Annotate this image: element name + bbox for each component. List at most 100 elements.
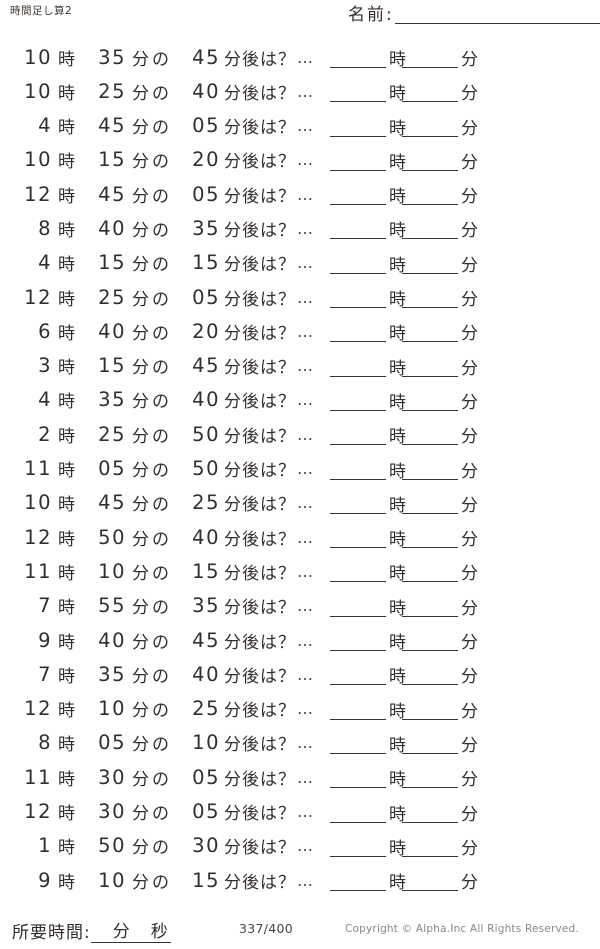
problem-particle: の [152, 872, 169, 893]
problem-hour-value: 4 [38, 388, 52, 412]
answer-minute-unit: 分 [461, 530, 478, 551]
problem-question-tail: 分後は？ [224, 289, 296, 310]
problem-add-value: 40 [192, 388, 220, 412]
answer-minute-blank[interactable] [402, 855, 458, 857]
problem-row: 2 時 25 分の 50 分後は？… 時分 [0, 421, 600, 455]
answer-hour-blank[interactable] [330, 855, 386, 857]
answer-minute-blank[interactable] [402, 512, 458, 514]
answer-hour-blank[interactable] [330, 101, 386, 103]
answer-hour-blank[interactable] [330, 238, 386, 240]
answer-minute-blank[interactable] [402, 821, 458, 823]
answer-hour-blank[interactable] [330, 135, 386, 137]
answer-hour-blank[interactable] [330, 650, 386, 652]
answer-minute-blank[interactable] [402, 169, 458, 171]
time-taken-minute-unit: 分 [112, 922, 131, 942]
problem-hour-unit: 時 [58, 598, 75, 619]
problem-hour-value: 8 [38, 731, 52, 755]
answer-hour-blank[interactable] [330, 718, 386, 720]
problem-question-tail: 分後は？ [224, 392, 296, 413]
answer-minute-blank[interactable] [402, 684, 458, 686]
problem-particle: の [152, 461, 169, 482]
answer-minute-blank[interactable] [402, 272, 458, 274]
answer-hour-blank[interactable] [330, 444, 386, 446]
problem-add-value: 40 [192, 79, 220, 103]
answer-minute-blank[interactable] [402, 718, 458, 720]
answer-minute-blank[interactable] [402, 478, 458, 480]
answer-hour-blank[interactable] [330, 67, 386, 68]
answer-minute-blank[interactable] [402, 409, 458, 411]
problem-question-tail: 分後は？ [224, 186, 296, 207]
problem-add-value: 40 [192, 525, 220, 549]
answer-minute-unit: 分 [461, 152, 478, 173]
problem-dots: … [297, 767, 313, 787]
answer-hour-blank[interactable] [330, 409, 386, 411]
problem-hour-unit: 時 [58, 666, 75, 687]
problem-dots: … [297, 253, 313, 273]
answer-hour-blank[interactable] [330, 512, 386, 514]
answer-hour-blank[interactable] [330, 787, 386, 789]
answer-minute-unit: 分 [461, 701, 478, 722]
problem-row: 9 時 10 分の 15 分後は？… 時分 [0, 867, 600, 901]
problem-particle: の [152, 838, 169, 859]
answer-hour-blank[interactable] [330, 821, 386, 823]
answer-hour-blank[interactable] [330, 581, 386, 583]
answer-minute-blank[interactable] [402, 307, 458, 309]
time-taken-minute-blank[interactable]: 分秒 [90, 917, 171, 943]
problem-add-value: 15 [192, 251, 220, 275]
answer-hour-blank[interactable] [330, 169, 386, 171]
problem-add-value: 45 [192, 354, 220, 378]
problem-add-value: 30 [192, 834, 220, 858]
problem-dots: … [297, 493, 313, 513]
answer-minute-blank[interactable] [402, 135, 458, 137]
answer-hour-unit: 時 [389, 358, 406, 379]
answer-hour-unit: 時 [389, 152, 406, 173]
answer-minute-blank[interactable] [402, 341, 458, 343]
answer-hour-blank[interactable] [330, 204, 386, 206]
problem-hour-value: 12 [24, 697, 52, 721]
answer-minute-blank[interactable] [402, 752, 458, 754]
problem-dots: … [297, 81, 313, 101]
problem-hour-unit: 時 [58, 735, 75, 756]
name-field[interactable]: 名前: [348, 6, 600, 24]
answer-minute-unit: 分 [461, 461, 478, 482]
problem-minute-value: 35 [98, 388, 126, 412]
answer-hour-blank[interactable] [330, 890, 386, 892]
answer-hour-unit: 時 [389, 873, 406, 894]
answer-minute-blank[interactable] [402, 650, 458, 652]
answer-minute-blank[interactable] [402, 444, 458, 446]
time-taken-field[interactable]: 所要時間: 分秒 [12, 917, 171, 943]
answer-hour-blank[interactable] [330, 547, 386, 549]
problem-minute-unit: 分 [132, 118, 149, 139]
answer-hour-unit: 時 [389, 50, 406, 70]
answer-hour-blank[interactable] [330, 307, 386, 309]
name-input-blank[interactable] [394, 6, 600, 24]
problem-minute-unit: 分 [132, 186, 149, 207]
answer-hour-blank[interactable] [330, 478, 386, 480]
problem-question-tail: 分後は？ [224, 632, 296, 653]
answer-hour-blank[interactable] [330, 341, 386, 343]
problem-particle: の [152, 804, 169, 825]
answer-minute-blank[interactable] [402, 101, 458, 103]
answer-minute-blank[interactable] [402, 787, 458, 789]
answer-hour-blank[interactable] [330, 684, 386, 686]
answer-minute-blank[interactable] [402, 238, 458, 240]
problem-minute-unit: 分 [132, 735, 149, 756]
time-taken-second-unit: 秒 [150, 922, 169, 942]
answer-hour-blank[interactable] [330, 375, 386, 377]
answer-minute-unit: 分 [461, 564, 478, 585]
answer-minute-blank[interactable] [402, 375, 458, 377]
answer-minute-blank[interactable] [402, 581, 458, 583]
answer-minute-blank[interactable] [402, 615, 458, 617]
problem-hour-value: 2 [38, 422, 52, 446]
answer-minute-blank[interactable] [402, 890, 458, 892]
answer-minute-blank[interactable] [402, 204, 458, 206]
answer-hour-blank[interactable] [330, 272, 386, 274]
problem-minute-value: 50 [98, 525, 126, 549]
answer-hour-unit: 時 [389, 564, 406, 585]
answer-hour-blank[interactable] [330, 615, 386, 617]
answer-minute-blank[interactable] [402, 67, 458, 68]
answer-minute-unit: 分 [461, 770, 478, 791]
problem-hour-unit: 時 [58, 152, 75, 173]
answer-hour-blank[interactable] [330, 752, 386, 754]
answer-minute-blank[interactable] [402, 547, 458, 549]
